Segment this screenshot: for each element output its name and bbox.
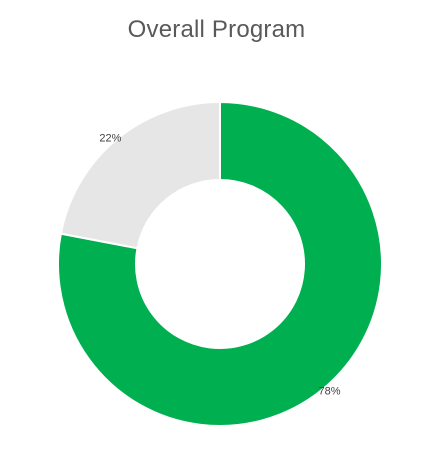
data-label-1: 78% [319, 385, 341, 397]
donut-slice-1 [57, 100, 383, 427]
chart-title: Overall Program [127, 16, 306, 43]
data-label-2: 22% [99, 133, 121, 145]
donut-slice-2 [59, 100, 221, 250]
